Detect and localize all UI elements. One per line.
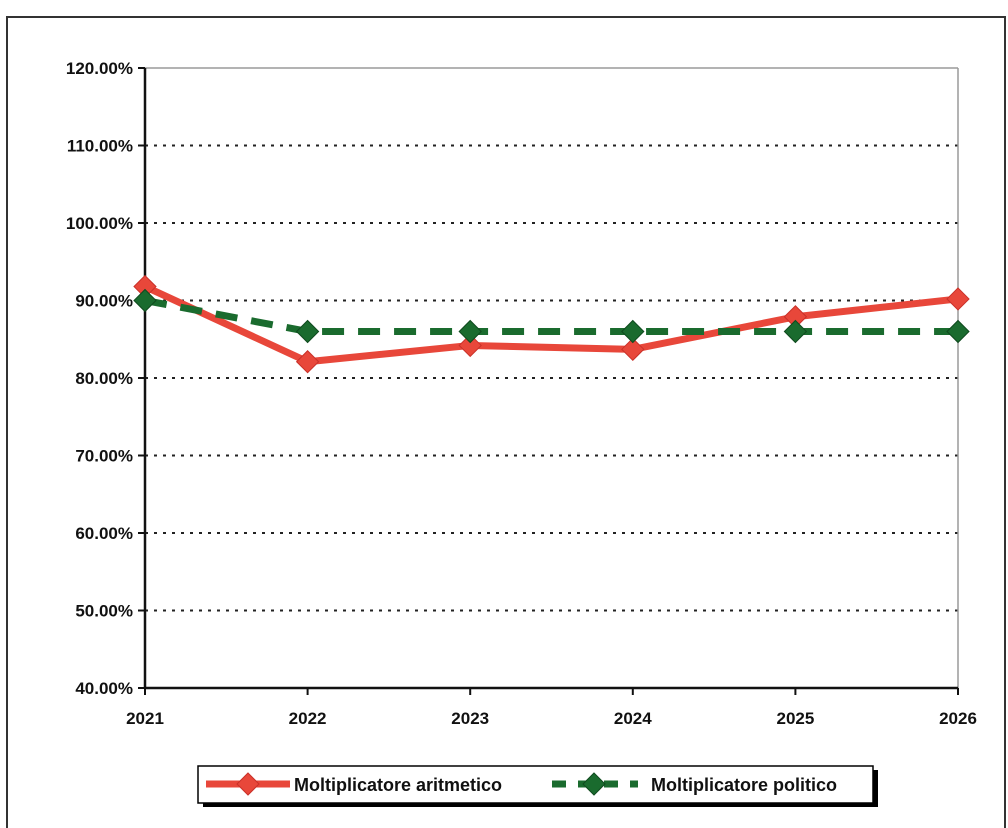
series-line — [144, 297, 958, 335]
legend-swatch-marker — [236, 772, 260, 796]
x-tick-label: 2026 — [939, 709, 977, 728]
x-tick-label: 2023 — [451, 709, 489, 728]
chart-frame — [6, 16, 1006, 828]
data-point-marker — [621, 337, 645, 362]
y-tick-label: 90.00% — [75, 292, 133, 311]
y-tick-label: 50.00% — [75, 602, 133, 621]
data-point-marker — [946, 287, 970, 311]
series-line — [143, 283, 959, 366]
y-tick-label: 120.00% — [66, 59, 133, 78]
data-point-marker — [458, 333, 482, 358]
y-tick-label: 40.00% — [75, 679, 133, 698]
axes — [138, 67, 959, 695]
data-point-marker — [946, 319, 970, 344]
y-tick-label: 80.00% — [75, 369, 133, 388]
data-point-marker — [295, 319, 320, 344]
x-tick-label: 2025 — [776, 709, 814, 728]
y-tick-label: 60.00% — [75, 524, 133, 543]
series-moltiplicatore-politico — [133, 288, 970, 344]
series-group — [133, 274, 970, 374]
legend: Moltiplicatore aritmetico Moltiplicatore … — [197, 765, 878, 807]
x-tick-labels: 2021 2022 2023 2024 2025 2026 — [126, 709, 977, 728]
x-tick-label: 2024 — [614, 709, 652, 728]
x-tick-label: 2022 — [289, 709, 327, 728]
legend-label: Moltiplicatore politico — [651, 775, 837, 795]
data-point-marker — [133, 288, 157, 313]
data-point-marker — [621, 319, 645, 344]
legend-label: Moltiplicatore aritmetico — [294, 775, 502, 795]
x-tick-label: 2021 — [126, 709, 164, 728]
legend-box — [197, 765, 874, 804]
data-point-marker — [295, 350, 320, 374]
y-tick-label: 110.00% — [67, 137, 133, 156]
gridlines — [145, 144, 958, 612]
data-point-marker — [783, 319, 808, 344]
y-tick-labels: 40.00% 50.00% 60.00% 70.00% 80.00% 90.00% 100.… — [66, 59, 133, 698]
y-tick-label: 100.00% — [66, 214, 133, 233]
legend-swatch-marker — [582, 772, 606, 796]
y-tick-label: 70.00% — [75, 447, 133, 466]
series-moltiplicatore-aritmetico — [133, 274, 970, 374]
data-point-marker — [458, 319, 482, 344]
